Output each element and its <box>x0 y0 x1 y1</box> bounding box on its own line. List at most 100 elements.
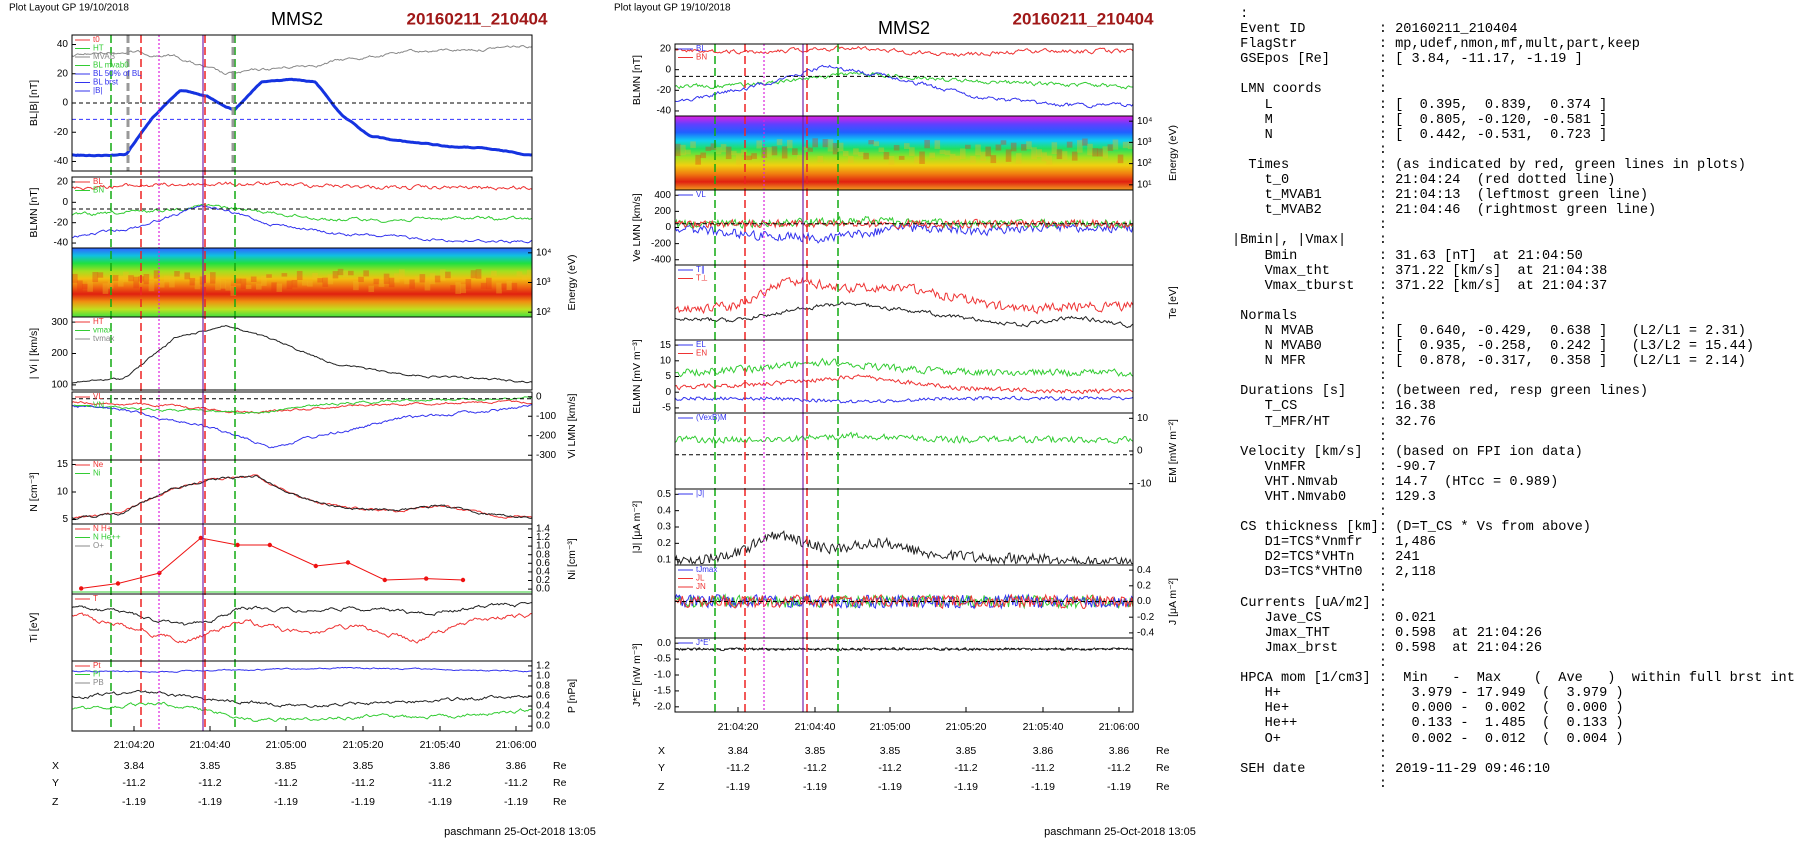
spectrogram-texture <box>1092 148 1098 157</box>
summary-line: t_0 : 21:04:24 (red dotted line) <box>1232 173 1616 189</box>
spectrogram-texture <box>934 140 941 149</box>
spectrogram-texture <box>766 147 773 157</box>
spectrogram-texture <box>842 150 849 157</box>
plot-header: Plot Layout GP 19/10/2018 <box>9 3 129 14</box>
summary-line: T_CS : 16.38 <box>1232 399 1436 415</box>
tick-label: -40 <box>54 238 69 249</box>
spectrogram-texture <box>460 284 467 294</box>
spectrogram-texture <box>985 146 992 157</box>
trace <box>71 180 533 191</box>
time-tick-label: 21:05:20 <box>343 739 384 751</box>
spectrogram-texture <box>378 281 385 287</box>
trace <box>71 474 533 520</box>
tick-label: 10² <box>1137 158 1152 169</box>
tick-label: -100 <box>536 411 556 422</box>
summary-line: Normals : <box>1232 308 1387 324</box>
position-value: -1.19 <box>274 796 298 808</box>
spectrogram-texture <box>77 280 83 293</box>
summary-line: CS thickness [km]: (D=T_CS * Vs from abo… <box>1232 520 1591 536</box>
middle-figure: Plot layout GP 19/10/2018 MMS2 20160211_21… <box>614 3 1196 838</box>
trace <box>674 218 1134 230</box>
axis-label: Energy (eV) <box>566 254 578 310</box>
spectrogram-texture <box>873 141 880 147</box>
tick-label: 200 <box>51 348 68 359</box>
spectrogram-texture <box>1046 155 1053 165</box>
tick-label: -0.5 <box>654 654 672 665</box>
spectrogram-texture <box>929 152 936 158</box>
trace <box>71 689 533 708</box>
position-value: -11.2 <box>726 762 749 774</box>
spectrogram-texture <box>1031 147 1037 160</box>
axis-label: Ve LMN [km/s] <box>631 193 643 261</box>
spectrogram-texture <box>898 155 905 160</box>
summary-line: : <box>1232 580 1387 596</box>
spectrogram-texture <box>954 155 961 161</box>
position-value: 3.85 <box>200 760 221 772</box>
spectrogram-texture <box>858 151 864 157</box>
summary-line: |Bmin|, |Vmax| : <box>1232 233 1387 249</box>
spectrogram-texture <box>751 153 757 159</box>
spectrogram-texture <box>92 272 99 283</box>
spectrogram-texture <box>1117 154 1124 164</box>
spectrogram-texture <box>690 141 696 149</box>
spectrogram-texture <box>450 285 456 292</box>
trace <box>71 601 533 626</box>
spectrogram-texture <box>1061 151 1068 161</box>
time-tick-label: 21:06:00 <box>1099 721 1140 733</box>
spectrogram-texture <box>939 149 946 154</box>
spectrogram-texture <box>204 273 211 283</box>
legend-label: tJmax <box>696 565 717 574</box>
density-point <box>235 542 240 548</box>
spectrogram-texture <box>363 270 369 277</box>
axis-label: Te [eV] <box>1167 286 1179 319</box>
position-unit: Re <box>1156 762 1170 774</box>
spectrogram-texture <box>189 277 196 286</box>
position-value: -1.19 <box>1031 781 1055 793</box>
density-point <box>115 581 121 586</box>
position-value: 3.85 <box>353 760 374 772</box>
summary-line: : <box>1232 656 1387 672</box>
spectrogram-texture <box>893 145 900 151</box>
spectrogram-texture <box>1087 143 1093 156</box>
summary-line: : <box>1232 776 1387 792</box>
tick-label: 0.6 <box>536 691 550 702</box>
spectrogram-texture <box>792 148 798 156</box>
trace <box>674 431 1134 444</box>
density-point <box>79 586 84 591</box>
summary-line: Jmax_brst : 0.598 at 21:04:26 <box>1232 640 1542 656</box>
spectrogram-texture <box>965 144 971 149</box>
event-id: 20160211_210404 <box>1013 9 1154 28</box>
legend-label: tvmax <box>93 334 114 343</box>
tick-label: 10² <box>536 307 551 318</box>
legend-label: EN <box>696 349 707 358</box>
axis-label: Vi LMN [km/s] <box>566 393 578 458</box>
spectrogram-texture <box>1071 151 1078 161</box>
summary-line: : <box>1232 142 1387 158</box>
axis-label: |J| [μA m⁻²] <box>631 501 643 554</box>
axis-label: BL|B| [nT] <box>28 80 40 126</box>
tick-label: 0.2 <box>536 711 550 722</box>
spectrogram-texture <box>1066 141 1073 148</box>
legend-label: N H+ <box>93 524 112 533</box>
axis-label: P [nPa] <box>566 679 578 713</box>
summary-line: : <box>1232 429 1387 445</box>
spectrogram-texture <box>797 154 803 160</box>
legend-label: MVAB <box>93 52 115 61</box>
spectrogram-texture <box>1097 148 1103 157</box>
spectrogram-texture <box>250 276 257 282</box>
spectrogram-texture <box>1122 141 1129 149</box>
tick-label: 0 <box>665 64 671 75</box>
summary-line: : <box>1232 746 1387 762</box>
position-value: 3.85 <box>276 760 297 772</box>
trace <box>674 64 1134 109</box>
spectrogram-texture <box>863 152 869 160</box>
spectrogram-texture <box>486 277 492 290</box>
trace <box>71 403 533 449</box>
tick-label: -20 <box>54 217 69 228</box>
summary-line: M : [ 0.805, -0.120, -0.581 ] <box>1232 112 1608 128</box>
spectrogram-texture <box>990 155 997 164</box>
spectrogram-texture <box>358 276 364 283</box>
tick-label: 0.2 <box>1137 580 1151 591</box>
spectrogram-texture <box>883 152 890 160</box>
tick-label: 5 <box>62 514 68 525</box>
